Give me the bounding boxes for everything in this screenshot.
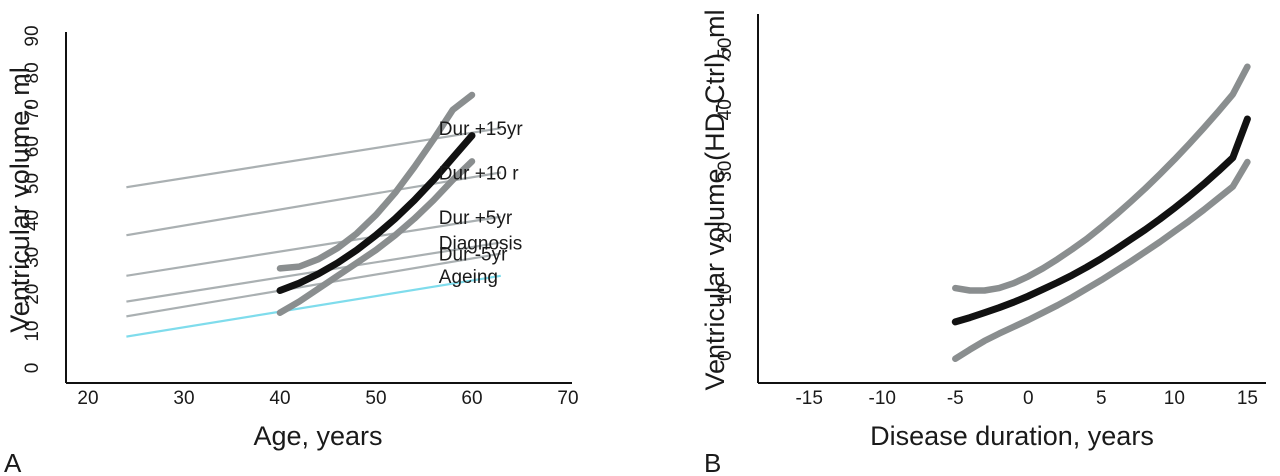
panel-a-y-tick-label: 10 xyxy=(22,321,43,342)
panel-a-y-tick-label: 80 xyxy=(22,62,43,83)
panel-a-y-tick-label: 0 xyxy=(22,363,43,374)
panel-b-mean-curve xyxy=(951,115,1251,326)
panel-a-y-tick-label: 60 xyxy=(22,136,43,157)
panel-a-lower-curve xyxy=(276,158,476,316)
panel-b-y-tick-label: 30 xyxy=(715,161,736,182)
panel-a-plot-area xyxy=(126,91,501,338)
panel-a-x-tick-label: 30 xyxy=(173,388,194,409)
panel-a-y-tick-label: 30 xyxy=(22,247,43,268)
panel-b-chart: -15 -10 -5 0 5 10 15 0 10 20 30 40 50 Disease durati… xyxy=(700,9,1266,476)
panel-a-trajectory-label: Dur +15yr xyxy=(439,119,524,140)
panel-a-trajectory-line xyxy=(126,215,501,277)
panel-a-mean-curve xyxy=(276,132,476,294)
panel-b-plot-area xyxy=(951,63,1251,363)
panel-b-y-tick-label: 50 xyxy=(715,38,736,59)
panel-a-x-axis-label: Age, years xyxy=(253,421,382,451)
panel-b-x-tick-label: -15 xyxy=(795,388,822,409)
panel-a-label: A xyxy=(4,448,22,476)
panel-a-y-tick-label: 70 xyxy=(22,99,43,120)
panel-a-trajectory-label: Dur +10 r xyxy=(439,163,519,184)
panel-b-x-axis-label: Disease duration, years xyxy=(870,421,1154,451)
panel-a-trajectory-line xyxy=(126,274,501,338)
panel-a-trajectory-label: Diagnosis xyxy=(439,234,522,255)
panel-b-y-axis-label: Ventricular volume (HD-Ctrl), ml xyxy=(700,9,730,390)
panel-b-x-tick-label: -10 xyxy=(869,388,896,409)
panel-a-trajectory-line xyxy=(126,252,501,318)
panel-a-y-axis-label: Ventricular volume, ml xyxy=(5,67,35,333)
panel-a-trajectory-label: Dur -5yr xyxy=(439,245,508,266)
panel-a-upper-curve xyxy=(276,91,476,272)
panel-a-y-tick-label: 90 xyxy=(22,25,43,46)
panel-a-axes xyxy=(65,32,572,384)
panel-a-trajectory-line xyxy=(126,127,501,189)
panel-b-x-tick-label: -5 xyxy=(947,388,964,409)
panel-b-x-tick-label: 10 xyxy=(1164,388,1185,409)
panel-a-trajectory-label: Ageing xyxy=(439,267,498,288)
panel-b-x-tick-label: 0 xyxy=(1023,388,1034,409)
panel-a-y-tick-label: 50 xyxy=(22,173,43,194)
panel-a-x-tick-label: 20 xyxy=(77,388,98,409)
panel-b-x-tick-label: 15 xyxy=(1237,388,1258,409)
panel-b-lower-curve xyxy=(952,158,1251,363)
panel-b-y-tick-label: 40 xyxy=(715,99,736,120)
panel-b-y-tick-label: 10 xyxy=(715,284,736,305)
panel-b-tick-labels: -15 -10 -5 0 5 10 15 0 10 20 30 40 50 xyxy=(715,38,1258,409)
panel-b-label: B xyxy=(704,448,721,476)
panel-a-tick-labels: 20 30 40 50 60 70 0 10 20 30 40 50 60 70 80 90 xyxy=(22,25,579,409)
panel-a-trajectory-label: Dur +5yr xyxy=(439,208,513,229)
panel-a-x-tick-label: 50 xyxy=(365,388,386,409)
panel-a-x-tick-label: 70 xyxy=(557,388,578,409)
panel-b-axes xyxy=(757,14,1266,384)
panel-a-x-tick-label: 40 xyxy=(269,388,290,409)
panel-a-y-tick-label: 40 xyxy=(22,210,43,231)
panel-b-x-tick-label: 5 xyxy=(1096,388,1107,409)
panel-a-y-tick-label: 20 xyxy=(22,284,43,305)
panel-b-y-tick-label: 20 xyxy=(715,222,736,243)
panel-b-y-tick-label: 0 xyxy=(715,350,736,361)
panel-a-trajectory-line xyxy=(126,171,501,237)
panel-a-x-tick-label: 60 xyxy=(461,388,482,409)
panel-a-trajectory-line xyxy=(126,241,501,303)
panel-b-upper-curve xyxy=(952,63,1251,294)
